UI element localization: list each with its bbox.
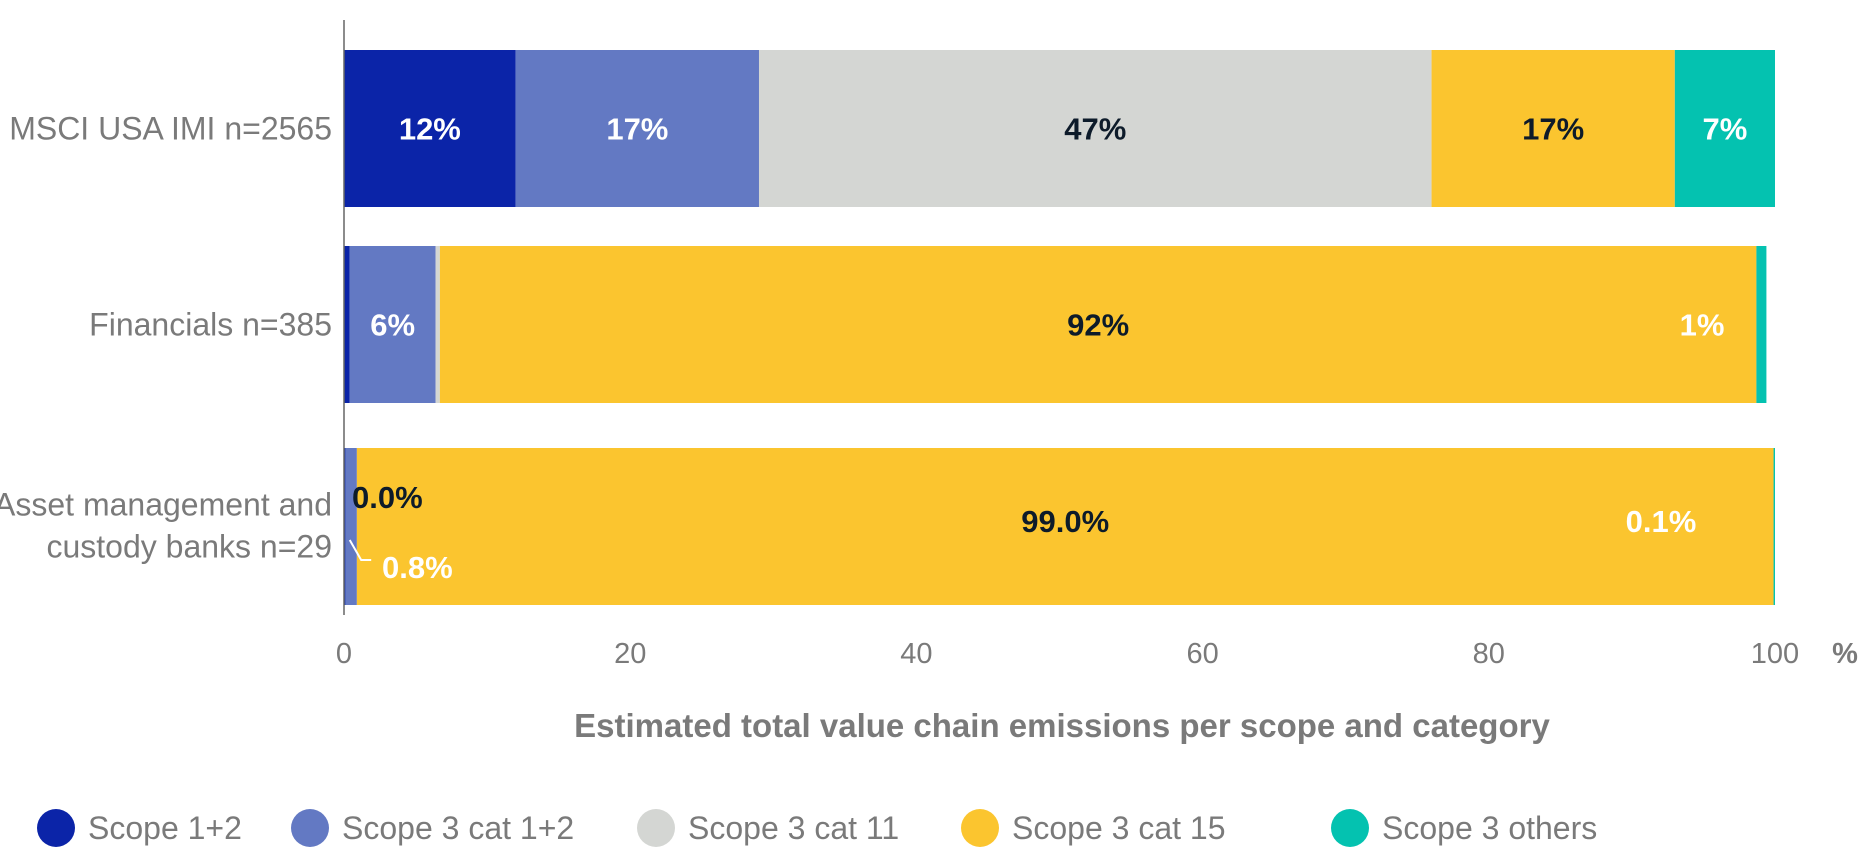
bar-segment bbox=[1431, 50, 1675, 207]
legend-item: Scope 3 cat 11 bbox=[637, 809, 899, 847]
legend-swatch bbox=[1331, 809, 1369, 847]
data-label: 6% bbox=[370, 308, 415, 343]
legend: Scope 1+2 Scope 3 cat 1+2 Scope 3 cat 11 Sc… bbox=[37, 809, 1597, 847]
bars-layer bbox=[344, 50, 1775, 605]
x-axis-title: Estimated total value chain emissions pe… bbox=[574, 707, 1550, 744]
legend-label: Scope 3 cat 1+2 bbox=[342, 810, 574, 846]
bar-segment bbox=[1674, 50, 1775, 207]
x-axis-ticks: 0 20 40 60 80 100 bbox=[336, 638, 1799, 670]
x-tick-label: 20 bbox=[614, 638, 646, 670]
data-label: 0.0% bbox=[352, 480, 423, 515]
bar-segment bbox=[345, 448, 357, 605]
legend-swatch bbox=[961, 809, 999, 847]
legend-label: Scope 3 cat 11 bbox=[688, 810, 899, 846]
legend-swatch bbox=[637, 809, 675, 847]
legend-item: Scope 3 cat 1+2 bbox=[291, 809, 574, 847]
data-label: 17% bbox=[606, 112, 668, 147]
category-label: Financials n=385 bbox=[89, 307, 332, 343]
legend-label: Scope 3 others bbox=[1382, 810, 1597, 846]
data-label: 0.1% bbox=[1626, 504, 1697, 539]
category-label: MSCI USA IMI n=2565 bbox=[9, 111, 332, 147]
category-label: Asset management and custody banks n=29 bbox=[0, 487, 332, 565]
bar-segment bbox=[356, 448, 1774, 605]
data-label: 99.0% bbox=[1021, 504, 1109, 539]
x-tick-label: 100 bbox=[1751, 638, 1799, 670]
label-leader-line bbox=[348, 539, 372, 561]
bar-segment bbox=[515, 50, 759, 207]
data-label: 0.8% bbox=[382, 550, 453, 585]
category-label-line: MSCI USA IMI n=2565 bbox=[9, 111, 332, 147]
data-label: 7% bbox=[1703, 112, 1748, 147]
category-labels: MSCI USA IMI n=2565 Financials n=385 Asset… bbox=[0, 111, 332, 565]
x-axis-unit: % bbox=[1832, 638, 1858, 670]
legend-swatch bbox=[37, 809, 75, 847]
x-tick-label: 0 bbox=[336, 638, 352, 670]
data-label: 92% bbox=[1067, 308, 1129, 343]
bar-segment bbox=[349, 246, 436, 403]
legend-item: Scope 1+2 bbox=[37, 809, 242, 847]
legend-item: Scope 3 others bbox=[1331, 809, 1597, 847]
x-tick-label: 60 bbox=[1186, 638, 1218, 670]
category-label-line: custody banks n=29 bbox=[46, 529, 332, 565]
bar-segment bbox=[1756, 246, 1767, 403]
legend-item: Scope 3 cat 15 bbox=[961, 809, 1225, 847]
bar-segment bbox=[344, 50, 516, 207]
category-label-line: Financials n=385 bbox=[89, 307, 332, 343]
data-label: 12% bbox=[399, 112, 461, 147]
data-labels: 12% 17% 47% 17% 7% 6% 92% 1% 0.8% 0.0% 99.0% 0.1% bbox=[348, 112, 1748, 585]
data-label: 17% bbox=[1522, 112, 1584, 147]
data-label: 47% bbox=[1064, 112, 1126, 147]
bar-segment bbox=[1773, 448, 1775, 605]
bar-segment bbox=[344, 246, 350, 403]
legend-swatch bbox=[291, 809, 329, 847]
category-label-line: Asset management and bbox=[0, 487, 332, 523]
x-tick-label: 80 bbox=[1473, 638, 1505, 670]
data-label: 1% bbox=[1680, 308, 1725, 343]
bar-segment bbox=[439, 246, 1757, 403]
legend-label: Scope 1+2 bbox=[88, 810, 242, 846]
bar-segment bbox=[435, 246, 440, 403]
x-tick-label: 40 bbox=[900, 638, 932, 670]
bar-segment bbox=[758, 50, 1432, 207]
legend-label: Scope 3 cat 15 bbox=[1012, 810, 1225, 846]
